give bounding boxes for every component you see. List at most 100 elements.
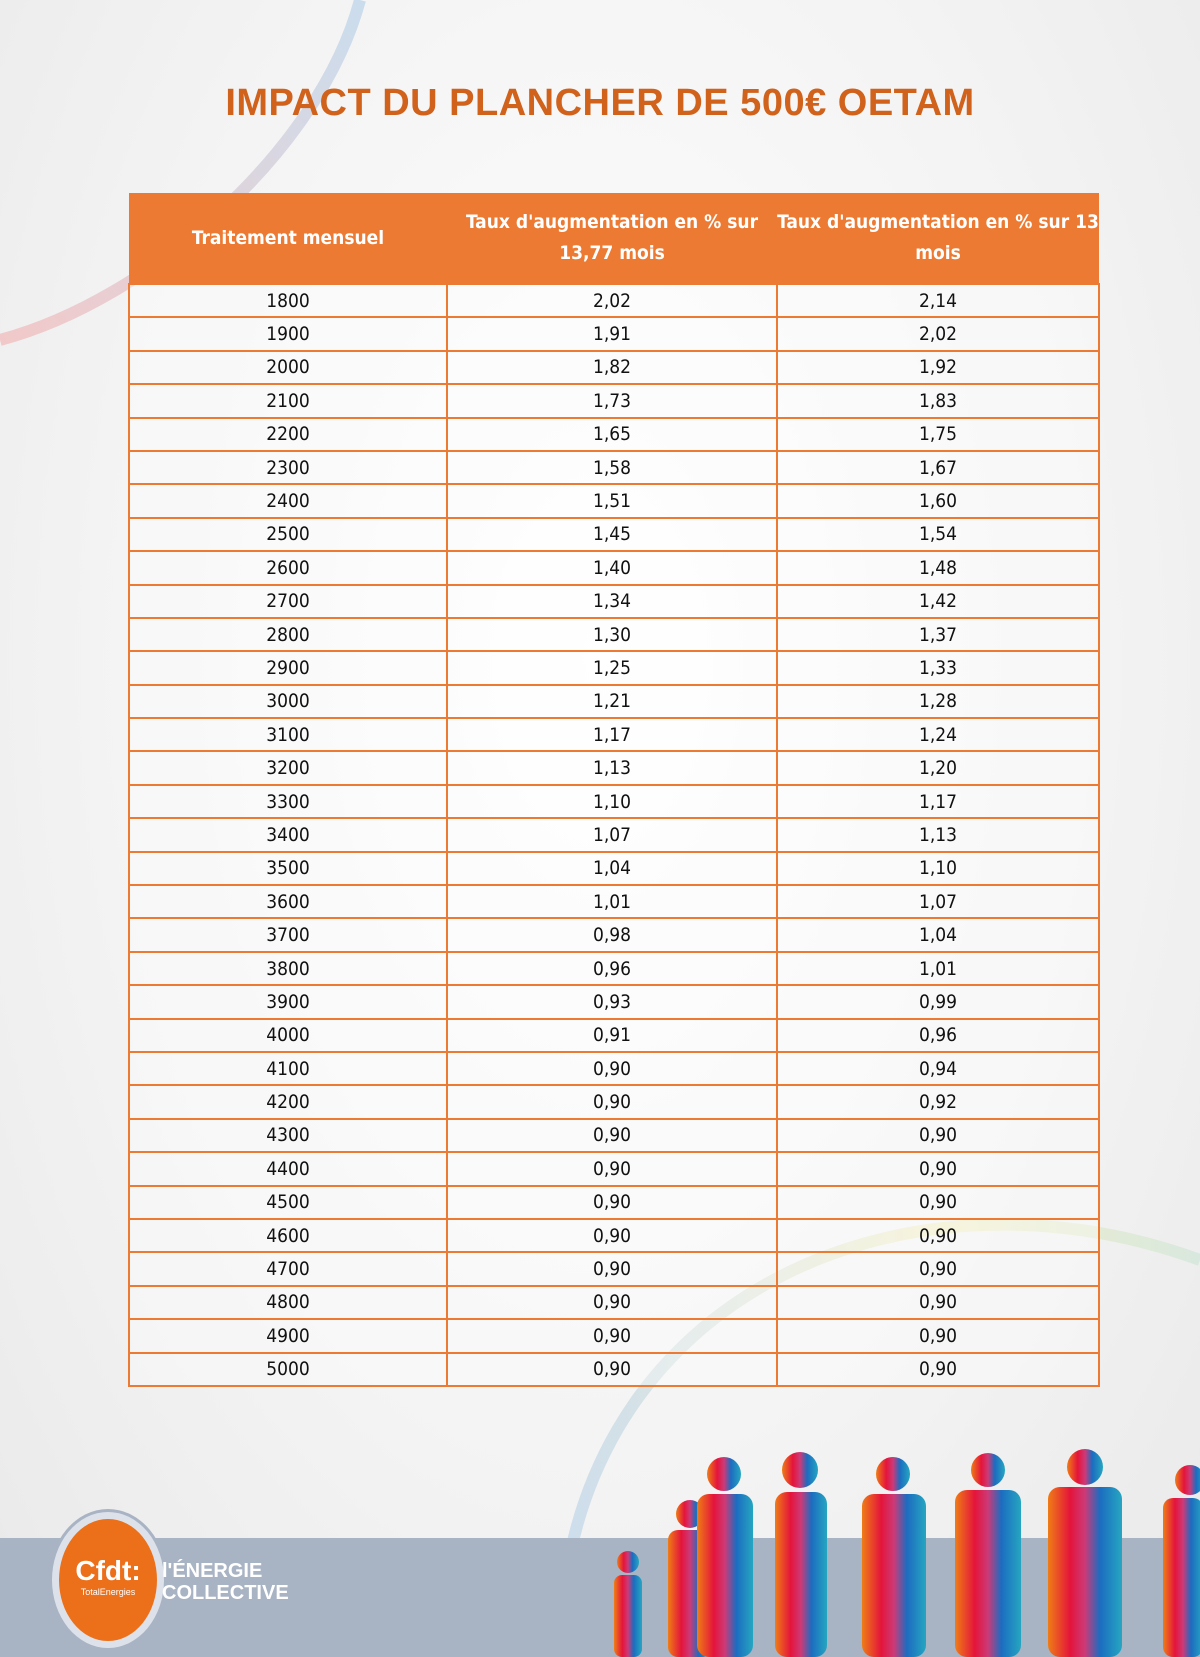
table-row: 2400 1,51 1,60 [128,483,1100,519]
cell-rate-13: 0,90 [776,1184,1100,1220]
cell-monthly-salary: 4100 [128,1050,448,1087]
table-row: 2600 1,40 1,48 [128,550,1100,586]
cell-rate-13: 1,42 [776,583,1100,619]
cell-rate-13-77: 1,91 [446,316,778,352]
cell-rate-13: 1,10 [776,850,1100,887]
cell-rate-13-77: 1,13 [446,750,778,786]
tagline-line-2: COLLECTIVE [162,1582,289,1604]
cell-rate-13-77: 1,10 [446,783,778,820]
cell-rate-13-77: 1,51 [446,483,778,519]
table-row: 2300 1,58 1,67 [128,449,1100,486]
cell-rate-13: 0,92 [776,1084,1100,1120]
table-row: 4500 0,90 0,90 [128,1184,1100,1220]
cell-rate-13-77: 1,17 [446,717,778,753]
cell-monthly-salary: 4600 [128,1217,448,1254]
cell-monthly-salary: 2600 [128,550,448,586]
cell-rate-13: 1,37 [776,616,1100,653]
table-row: 4600 0,90 0,90 [128,1217,1100,1254]
cell-rate-13: 1,24 [776,717,1100,753]
header-rate-13: Taux d'augmentation en % sur 13 mois [777,193,1099,284]
table-row: 2800 1,30 1,37 [128,616,1100,653]
cell-rate-13-77: 1,07 [446,817,778,853]
table-row: 3100 1,17 1,24 [128,717,1100,753]
cell-rate-13-77: 0,90 [446,1284,778,1321]
cell-rate-13-77: 0,91 [446,1017,778,1053]
cell-monthly-salary: 1900 [128,316,448,352]
cell-rate-13: 1,92 [776,349,1100,386]
cell-rate-13: 0,90 [776,1217,1100,1254]
cell-rate-13-77: 1,45 [446,516,778,553]
cell-monthly-salary: 3600 [128,884,448,920]
cell-monthly-salary: 3100 [128,717,448,753]
cell-rate-13: 1,20 [776,750,1100,786]
table-row: 2000 1,82 1,92 [128,349,1100,386]
cell-rate-13: 1,67 [776,449,1100,486]
table-row: 3400 1,07 1,13 [128,817,1100,853]
table-row: 4200 0,90 0,92 [128,1084,1100,1120]
cell-rate-13-77: 1,65 [446,416,778,452]
table-row: 1800 2,02 2,14 [128,282,1100,319]
cell-monthly-salary: 3700 [128,917,448,953]
cell-monthly-salary: 4000 [128,1017,448,1053]
cell-rate-13: 0,90 [776,1284,1100,1321]
cell-monthly-salary: 3400 [128,817,448,853]
cell-monthly-salary: 3500 [128,850,448,887]
cell-monthly-salary: 3000 [128,683,448,720]
cell-rate-13: 0,90 [776,1351,1100,1387]
cell-rate-13-77: 0,90 [446,1084,778,1120]
cell-rate-13: 0,96 [776,1017,1100,1053]
table-row: 4100 0,90 0,94 [128,1050,1100,1087]
cell-rate-13-77: 1,21 [446,683,778,720]
cell-monthly-salary: 3200 [128,750,448,786]
table-row: 2200 1,65 1,75 [128,416,1100,452]
cell-rate-13-77: 0,90 [446,1318,778,1354]
table-header-row: Traitement mensuel Taux d'augmentation e… [129,193,1099,284]
cell-rate-13-77: 1,73 [446,383,778,419]
tagline: l'ÉNERGIE COLLECTIVE [162,1560,289,1604]
table-row: 2900 1,25 1,33 [128,650,1100,686]
cell-monthly-salary: 4700 [128,1251,448,1287]
cell-monthly-salary: 4200 [128,1084,448,1120]
table-row: 3300 1,10 1,17 [128,783,1100,820]
cell-monthly-salary: 2900 [128,650,448,686]
cell-rate-13-77: 1,25 [446,650,778,686]
cell-rate-13-77: 1,58 [446,449,778,486]
cell-rate-13: 1,13 [776,817,1100,853]
cell-rate-13-77: 1,30 [446,616,778,653]
cell-monthly-salary: 2700 [128,583,448,619]
cell-monthly-salary: 4500 [128,1184,448,1220]
cell-rate-13-77: 1,34 [446,583,778,619]
cell-rate-13: 2,14 [776,282,1100,319]
table-row: 5000 0,90 0,90 [128,1351,1100,1387]
table-row: 4000 0,91 0,96 [128,1017,1100,1053]
table-row: 4700 0,90 0,90 [128,1251,1100,1287]
cfdt-logo: Cfdt: TotalEnergies [52,1512,164,1648]
table-row: 4900 0,90 0,90 [128,1318,1100,1354]
cell-monthly-salary: 2800 [128,616,448,653]
cell-rate-13: 1,54 [776,516,1100,553]
table-row: 3000 1,21 1,28 [128,683,1100,720]
cell-monthly-salary: 3900 [128,984,448,1020]
logo-main-text: Cfdt: [75,1555,141,1586]
cell-monthly-salary: 2400 [128,483,448,519]
cell-rate-13-77: 0,98 [446,917,778,953]
cell-rate-13-77: 0,90 [446,1050,778,1087]
cell-monthly-salary: 4400 [128,1151,448,1187]
cell-rate-13-77: 1,40 [446,550,778,586]
cell-monthly-salary: 1800 [128,282,448,319]
cell-rate-13: 1,60 [776,483,1100,519]
cell-rate-13: 1,33 [776,650,1100,686]
cell-rate-13: 0,94 [776,1050,1100,1087]
cell-monthly-salary: 2100 [128,383,448,419]
cell-rate-13-77: 0,90 [446,1117,778,1154]
cell-monthly-salary: 2000 [128,349,448,386]
cell-rate-13: 1,28 [776,683,1100,720]
page-title: IMPACT DU PLANCHER DE 500€ OETAM [225,82,975,124]
header-monthly-salary: Traitement mensuel [129,193,447,284]
cell-rate-13: 0,90 [776,1318,1100,1354]
cell-monthly-salary: 4800 [128,1284,448,1321]
cell-rate-13-77: 1,04 [446,850,778,887]
cell-rate-13-77: 0,90 [446,1184,778,1220]
cell-rate-13: 1,04 [776,917,1100,953]
table-row: 3900 0,93 0,99 [128,984,1100,1020]
